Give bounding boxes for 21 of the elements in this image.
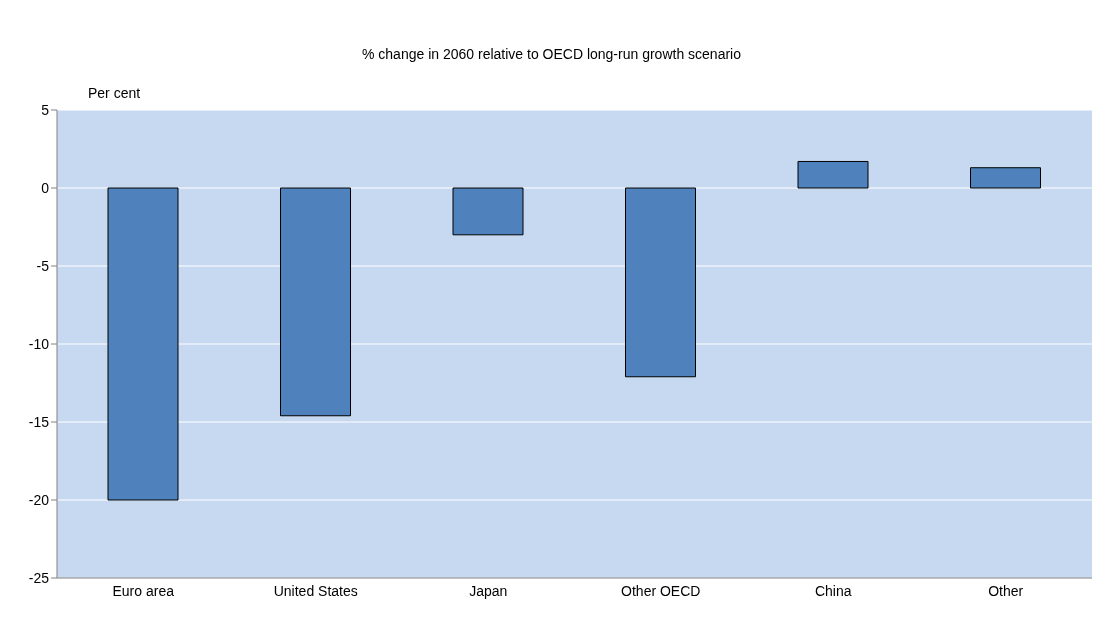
bar bbox=[280, 187, 351, 417]
x-tick-label: Euro area bbox=[112, 582, 175, 599]
y-tick-label: 5 bbox=[41, 101, 50, 118]
x-tick-label: Japan bbox=[469, 582, 508, 599]
y-tick-label: -15 bbox=[28, 413, 50, 430]
x-tick-label: Other bbox=[988, 582, 1024, 599]
y-tick-label: -10 bbox=[28, 335, 50, 352]
y-tick-label: -20 bbox=[28, 491, 50, 508]
y-axis-title: Per cent bbox=[88, 85, 141, 101]
x-tick-label: China bbox=[814, 582, 852, 599]
x-tick-label: Other OECD bbox=[621, 582, 701, 599]
y-tick-label: -25 bbox=[28, 569, 50, 586]
bar bbox=[625, 187, 696, 378]
bar bbox=[797, 160, 869, 189]
x-tick-label: United States bbox=[273, 582, 358, 599]
bar bbox=[970, 167, 1041, 189]
y-tick-label: 0 bbox=[41, 179, 50, 196]
y-tick-label: -5 bbox=[36, 257, 50, 274]
bar bbox=[107, 187, 179, 501]
chart-title: % change in 2060 relative to OECD long-run growth scenario bbox=[361, 46, 742, 62]
bar bbox=[452, 187, 524, 236]
